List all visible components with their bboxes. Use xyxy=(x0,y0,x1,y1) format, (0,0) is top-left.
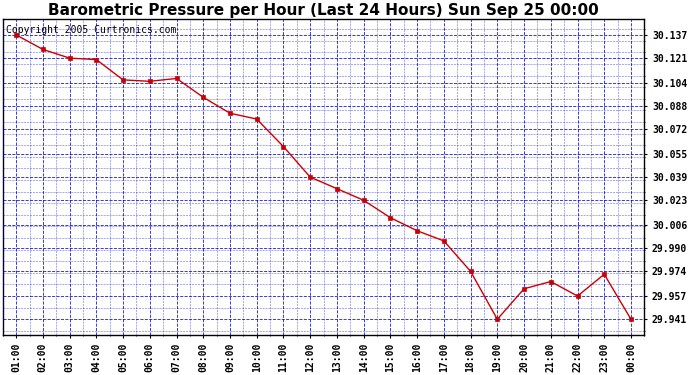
Title: Barometric Pressure per Hour (Last 24 Hours) Sun Sep 25 00:00: Barometric Pressure per Hour (Last 24 Ho… xyxy=(48,3,599,18)
Text: Copyright 2005 Curtronics.com: Copyright 2005 Curtronics.com xyxy=(6,25,177,35)
